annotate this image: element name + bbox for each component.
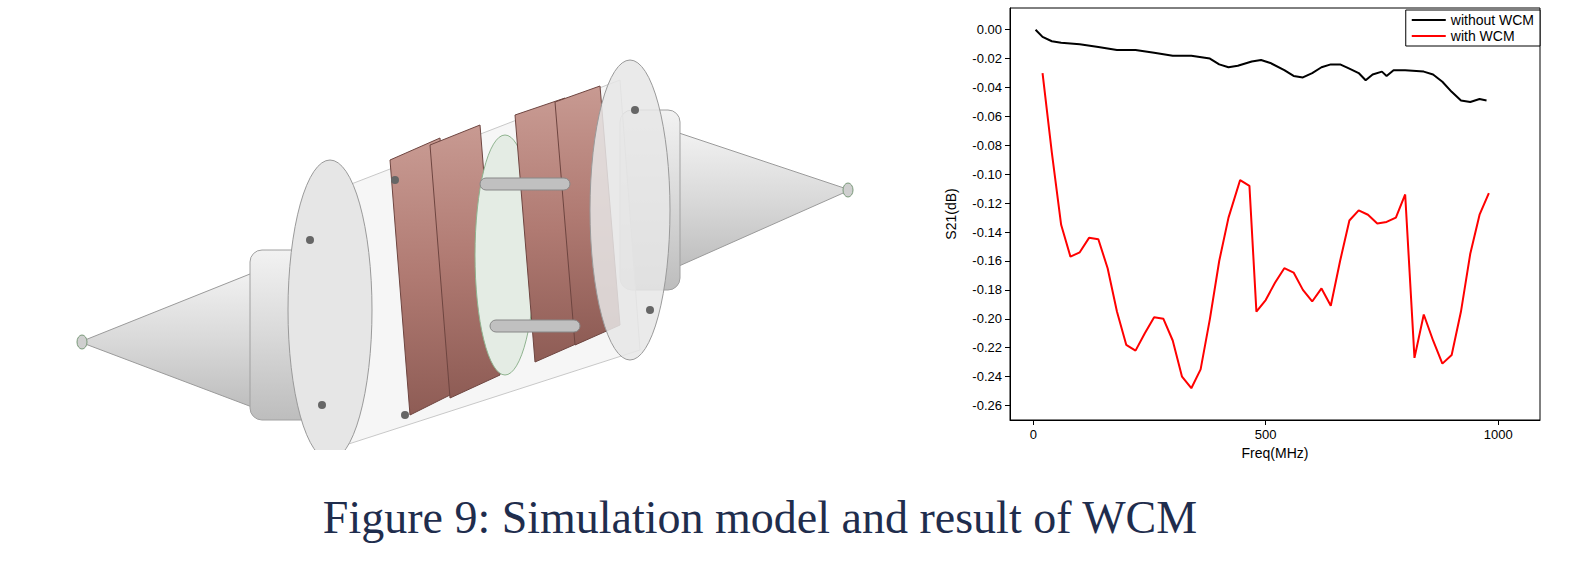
svg-text:-0.14: -0.14 <box>972 225 1002 240</box>
svg-text:with WCM: with WCM <box>1450 28 1515 44</box>
svg-text:500: 500 <box>1255 427 1277 442</box>
svg-text:0.00: 0.00 <box>977 22 1002 37</box>
svg-text:-0.16: -0.16 <box>972 253 1002 268</box>
svg-text:-0.02: -0.02 <box>972 51 1002 66</box>
svg-text:-0.26: -0.26 <box>972 398 1002 413</box>
svg-text:-0.08: -0.08 <box>972 138 1002 153</box>
svg-text:S21(dB): S21(dB) <box>943 188 959 239</box>
svg-text:without WCM: without WCM <box>1450 12 1534 28</box>
svg-text:-0.06: -0.06 <box>972 109 1002 124</box>
svg-text:Freq(MHz): Freq(MHz) <box>1242 445 1309 461</box>
svg-text:-0.20: -0.20 <box>972 311 1002 326</box>
html-text:Figure 9: Simulation model and: Figure 9: Simulation model and result of… <box>322 492 1198 543</box>
svg-text:0: 0 <box>1030 427 1037 442</box>
svg-text:-0.10: -0.10 <box>972 167 1002 182</box>
svg-text:-0.12: -0.12 <box>972 196 1002 211</box>
svg-text:-0.24: -0.24 <box>972 369 1002 384</box>
svg-text:1000: 1000 <box>1484 427 1513 442</box>
svg-text:-0.22: -0.22 <box>972 340 1002 355</box>
svg-text:-0.18: -0.18 <box>972 282 1002 297</box>
svg-text:-0.04: -0.04 <box>972 80 1002 95</box>
